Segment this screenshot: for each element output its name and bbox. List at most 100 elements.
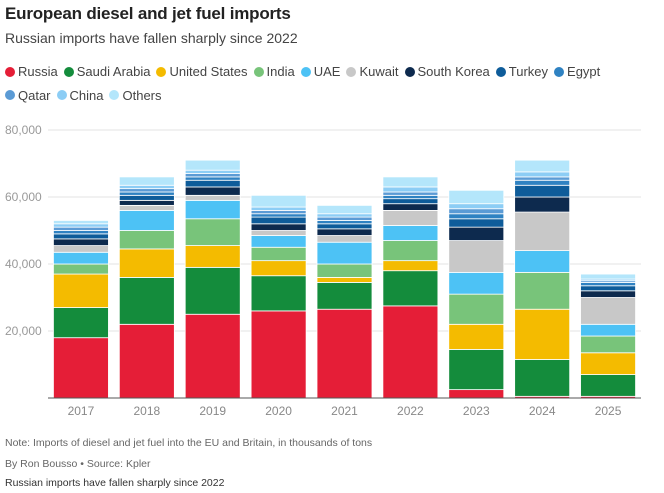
bar-segment-turkey-2019 — [184, 179, 241, 188]
bar-segment-china-2018 — [118, 184, 175, 190]
bar-segment-uae-2019 — [184, 199, 241, 220]
bar-segment-qatar-2023 — [448, 208, 505, 215]
bar-segment-india-2023 — [448, 293, 505, 325]
legend-item-saudi-arabia: Saudi Arabia — [63, 60, 151, 83]
bar-segment-south-korea-2023 — [448, 226, 505, 241]
chart-byline: By Ron Bousso • Source: Kpler — [5, 458, 151, 470]
legend-label: South Korea — [417, 64, 490, 79]
x-tick-label: 2023 — [463, 404, 490, 418]
bar-segment-qatar-2017 — [53, 226, 109, 231]
legend-label: UAE — [313, 64, 341, 79]
chart-note: Note: Imports of diesel and jet fuel int… — [5, 437, 373, 449]
legend-swatch — [63, 66, 74, 77]
x-tick-label: 2019 — [199, 404, 226, 418]
legend-swatch — [404, 66, 415, 77]
chart-title: European diesel and jet fuel imports — [5, 4, 291, 23]
legend-label: China — [69, 87, 104, 103]
bar-segment-egypt-2020 — [250, 213, 307, 218]
bar-segment-egypt-2022 — [382, 194, 439, 200]
bar-segment-turkey-2017 — [53, 233, 109, 240]
bar-segment-india-2020 — [250, 246, 307, 262]
bar-segment-turkey-2020 — [250, 216, 307, 225]
bar-segment-egypt-2023 — [448, 213, 505, 220]
bar-segment-egypt-2025 — [580, 282, 636, 287]
bar-segment-saudi-arabia-2018 — [118, 276, 175, 325]
legend-item-uae: UAE — [300, 60, 341, 83]
bar-segment-united-states-2024 — [514, 308, 571, 360]
bar-segment-saudi-arabia-2024 — [514, 359, 571, 397]
bar-segment-russia-2020 — [250, 310, 307, 399]
bar-segment-uae-2022 — [382, 225, 439, 241]
legend-label: United States — [169, 64, 248, 79]
bar-segment-south-korea-2019 — [184, 186, 241, 196]
chart-subtitle: Russian imports have fallen sharply sinc… — [5, 30, 298, 46]
bar-segment-uae-2021 — [316, 241, 373, 265]
legend-item-china: China — [56, 84, 104, 107]
bar-segment-india-2018 — [118, 230, 175, 250]
bar-segment-united-states-2017 — [53, 273, 109, 308]
y-tick-label: 20,000 — [5, 324, 42, 338]
bar-segment-turkey-2025 — [580, 285, 636, 292]
legend-label: Turkey — [508, 64, 549, 79]
legend-item-united-states: United States — [156, 60, 248, 83]
bar-segment-uae-2018 — [118, 210, 175, 231]
chart-caption: Russian imports have fallen sharply sinc… — [5, 477, 225, 489]
bar-segment-turkey-2022 — [382, 198, 439, 205]
bar-segment-egypt-2017 — [53, 230, 109, 235]
bar-segment-kuwait-2020 — [250, 230, 307, 236]
legend-item-south-korea: South Korea — [404, 60, 490, 83]
legend-label: Russia — [18, 64, 58, 79]
legend-swatch — [109, 90, 120, 100]
bar-segment-others-2025 — [580, 273, 636, 280]
legend-swatch — [495, 66, 506, 77]
bar-segment-china-2017 — [53, 223, 109, 228]
bar-segment-india-2025 — [580, 335, 636, 354]
bar-segment-qatar-2019 — [184, 173, 241, 178]
bar-segment-russia-2018 — [118, 323, 175, 399]
bar-segment-south-korea-2018 — [118, 199, 175, 206]
bar-segment-india-2017 — [53, 263, 109, 275]
legend-swatch — [5, 90, 15, 100]
x-tick-label: 2017 — [68, 404, 95, 418]
bar-segment-china-2024 — [514, 171, 571, 178]
legend-item-qatar: Qatar — [5, 84, 51, 107]
bar-segment-others-2020 — [250, 194, 307, 208]
bar-segment-kuwait-2025 — [580, 297, 636, 325]
bar-segment-south-korea-2017 — [53, 238, 109, 246]
bar-segment-south-korea-2021 — [316, 228, 373, 236]
bar-segment-kuwait-2021 — [316, 235, 373, 243]
legend-item-egypt: Egypt — [554, 60, 600, 83]
bar-segment-china-2021 — [316, 213, 373, 218]
legend-item-others: Others — [109, 84, 162, 107]
bar-segment-united-states-2019 — [184, 245, 241, 268]
bar-segment-united-states-2022 — [382, 260, 439, 272]
bar-segment-united-states-2018 — [118, 248, 175, 278]
bar-segment-south-korea-2022 — [382, 203, 439, 211]
bar-segment-china-2020 — [250, 206, 307, 211]
stacked-bar-chart: 20,000 40,000 60,000 80,000 2017 2018 2019 2020… — [5, 123, 641, 418]
bar-segment-kuwait-2017 — [53, 245, 109, 253]
legend-swatch — [56, 90, 67, 100]
bar-segment-others-2021 — [316, 204, 373, 215]
bar-segment-others-2018 — [118, 176, 175, 186]
bar-segment-egypt-2021 — [316, 220, 373, 225]
y-tick-label: 40,000 — [5, 257, 42, 271]
bar-segment-turkey-2024 — [514, 184, 571, 198]
x-tick-label: 2021 — [331, 404, 358, 418]
legend-swatch — [5, 66, 15, 77]
bar-segment-qatar-2020 — [250, 210, 307, 215]
bar-segment-turkey-2018 — [118, 194, 175, 201]
bar-segment-turkey-2023 — [448, 218, 505, 228]
legend-label: Kuwait — [359, 64, 399, 79]
bar-segment-south-korea-2025 — [580, 290, 636, 298]
bar-segment-uae-2025 — [580, 323, 636, 337]
legend-label: Saudi Arabia — [76, 64, 151, 79]
bar-segment-india-2024 — [514, 271, 571, 310]
bar-segment-india-2022 — [382, 240, 439, 262]
bar-segment-kuwait-2023 — [448, 240, 505, 273]
bar-segment-united-states-2020 — [250, 260, 307, 277]
bar-segment-egypt-2024 — [514, 179, 571, 186]
legend-item-russia: Russia — [5, 60, 58, 83]
bar-segment-others-2023 — [448, 189, 505, 205]
bar-segment-south-korea-2024 — [514, 196, 571, 213]
